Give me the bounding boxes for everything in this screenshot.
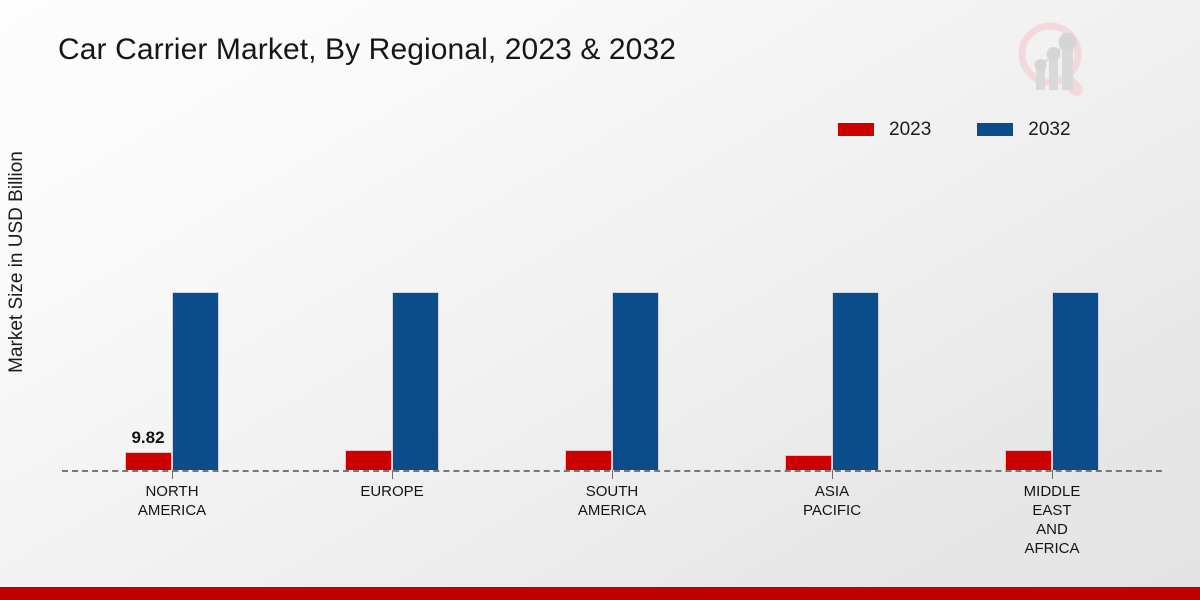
- x-tick-north-america: NORTH AMERICA: [62, 470, 282, 590]
- footer-accent-bar: [0, 587, 1200, 600]
- watermark-logo: [1008, 14, 1100, 106]
- bars-south-america: [565, 170, 659, 470]
- bar-group-asia-pacific: [722, 170, 942, 470]
- tick-mark-icon: [831, 470, 833, 479]
- bar-2023-europe[interactable]: [345, 450, 392, 470]
- tick-mark-icon: [171, 470, 173, 479]
- bar-2023-asia-pacific[interactable]: [785, 455, 832, 470]
- tick-mark-icon: [1051, 470, 1053, 479]
- legend-label-2023: 2023: [889, 119, 932, 140]
- bar-group-south-america: [502, 170, 722, 470]
- x-tick-label-middle-east-and-africa: MIDDLE EAST AND AFRICA: [1023, 483, 1081, 557]
- bar-2032-asia-pacific[interactable]: [832, 292, 879, 470]
- bar-group-north-america: 9.82: [62, 170, 282, 470]
- y-axis-title: Market Size in USD Billion: [0, 0, 34, 600]
- y-axis-title-label: Market Size in USD Billion: [6, 151, 27, 373]
- x-tick-label-north-america: NORTH AMERICA: [137, 483, 207, 519]
- bar-2032-europe[interactable]: [392, 292, 439, 470]
- tick-mark-icon: [391, 470, 393, 479]
- x-tick-middle-east-and-africa: MIDDLE EAST AND AFRICA: [942, 470, 1162, 590]
- x-tick-south-america: SOUTH AMERICA: [502, 470, 722, 590]
- legend-item-2032[interactable]: 2032: [977, 119, 1071, 140]
- x-tick-label-south-america: SOUTH AMERICA: [577, 483, 647, 519]
- chart-title: Car Carrier Market, By Regional, 2023 & …: [58, 33, 677, 66]
- bar-2032-middle-east-and-africa[interactable]: [1052, 292, 1099, 470]
- bar-value-label-north-america: 9.82: [131, 428, 165, 447]
- bar-group-europe: [282, 170, 502, 470]
- x-tick-europe: EUROPE: [282, 470, 502, 590]
- legend-label-2032: 2032: [1028, 119, 1071, 140]
- tick-mark-icon: [611, 470, 613, 479]
- x-tick-asia-pacific: ASIA PACIFIC: [722, 470, 942, 590]
- bar-groups: 9.82: [62, 170, 1162, 470]
- bars-north-america: [125, 170, 219, 470]
- bar-2023-south-america[interactable]: [565, 450, 612, 470]
- x-tick-label-asia-pacific: ASIA PACIFIC: [802, 483, 862, 519]
- bar-2032-south-america[interactable]: [612, 292, 659, 470]
- x-tick-label-europe: EUROPE: [360, 483, 424, 500]
- bars-asia-pacific: [785, 170, 879, 470]
- bars-middle-east-and-africa: [1005, 170, 1099, 470]
- bar-2023-north-america[interactable]: [125, 452, 172, 470]
- bars-europe: [345, 170, 439, 470]
- legend-swatch-2032: [977, 123, 1014, 136]
- legend-item-2023[interactable]: 2023: [838, 120, 931, 139]
- chart-legend: 2023 2032: [838, 120, 1071, 139]
- bar-2023-middle-east-and-africa[interactable]: [1005, 450, 1052, 470]
- legend-swatch-2023: [838, 123, 874, 136]
- bar-group-middle-east-and-africa: [942, 170, 1162, 470]
- x-axis: NORTH AMERICA EUROPE SOUTH AMERICA ASIA …: [62, 470, 1162, 590]
- bar-2032-north-america[interactable]: [172, 292, 219, 470]
